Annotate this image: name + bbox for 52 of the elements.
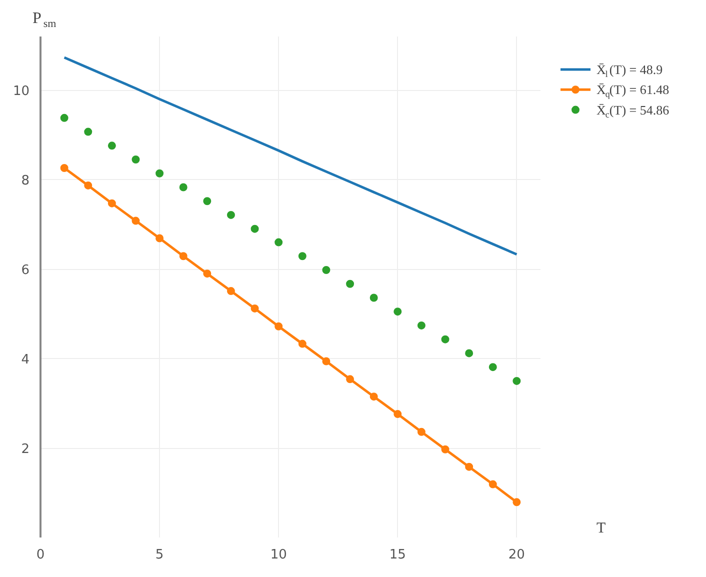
point: [108, 199, 116, 208]
point: [84, 128, 92, 136]
point: [394, 410, 402, 418]
y-tick-label: 4: [21, 352, 30, 368]
point: [274, 322, 283, 330]
point: [274, 238, 283, 246]
point: [84, 181, 92, 190]
point: [322, 266, 330, 274]
point: [179, 252, 188, 260]
point: [465, 462, 474, 471]
point: [132, 216, 140, 225]
point: [250, 304, 259, 312]
point: [322, 357, 330, 366]
point: [346, 375, 354, 384]
point: [488, 363, 497, 372]
y-tick-label: 8: [21, 174, 30, 189]
x-tick-label: 10: [270, 548, 287, 562]
point: [465, 349, 474, 358]
point: [60, 114, 68, 122]
point: [226, 287, 235, 296]
point: [179, 183, 188, 192]
point: [370, 392, 378, 401]
point: [417, 428, 426, 436]
x-tick-label: 5: [155, 548, 164, 562]
point: [441, 445, 450, 454]
y-tick-label: 2: [21, 442, 30, 458]
x-tick-label: 20: [508, 548, 525, 562]
point: [250, 224, 259, 233]
point: [203, 197, 212, 206]
point: [298, 340, 306, 348]
point: [60, 164, 68, 172]
point: [132, 156, 140, 164]
point: [417, 321, 426, 330]
y-tick-label: 10: [12, 84, 30, 100]
point: [346, 280, 354, 288]
point: [108, 142, 116, 150]
point: [156, 169, 164, 178]
x-axis-title: T: [596, 520, 606, 536]
y-tick-label: 6: [21, 263, 30, 278]
point: [156, 234, 164, 242]
point: [512, 498, 521, 506]
point: [226, 210, 235, 219]
x-tick-label: 0: [36, 548, 45, 562]
point: [512, 376, 521, 385]
point: [203, 270, 212, 278]
point: [370, 294, 378, 302]
x-tick-label: 15: [389, 548, 406, 562]
point: [394, 308, 402, 316]
line-series: [63, 56, 518, 256]
point: [441, 335, 450, 344]
point: [298, 252, 306, 260]
point: [488, 480, 497, 488]
